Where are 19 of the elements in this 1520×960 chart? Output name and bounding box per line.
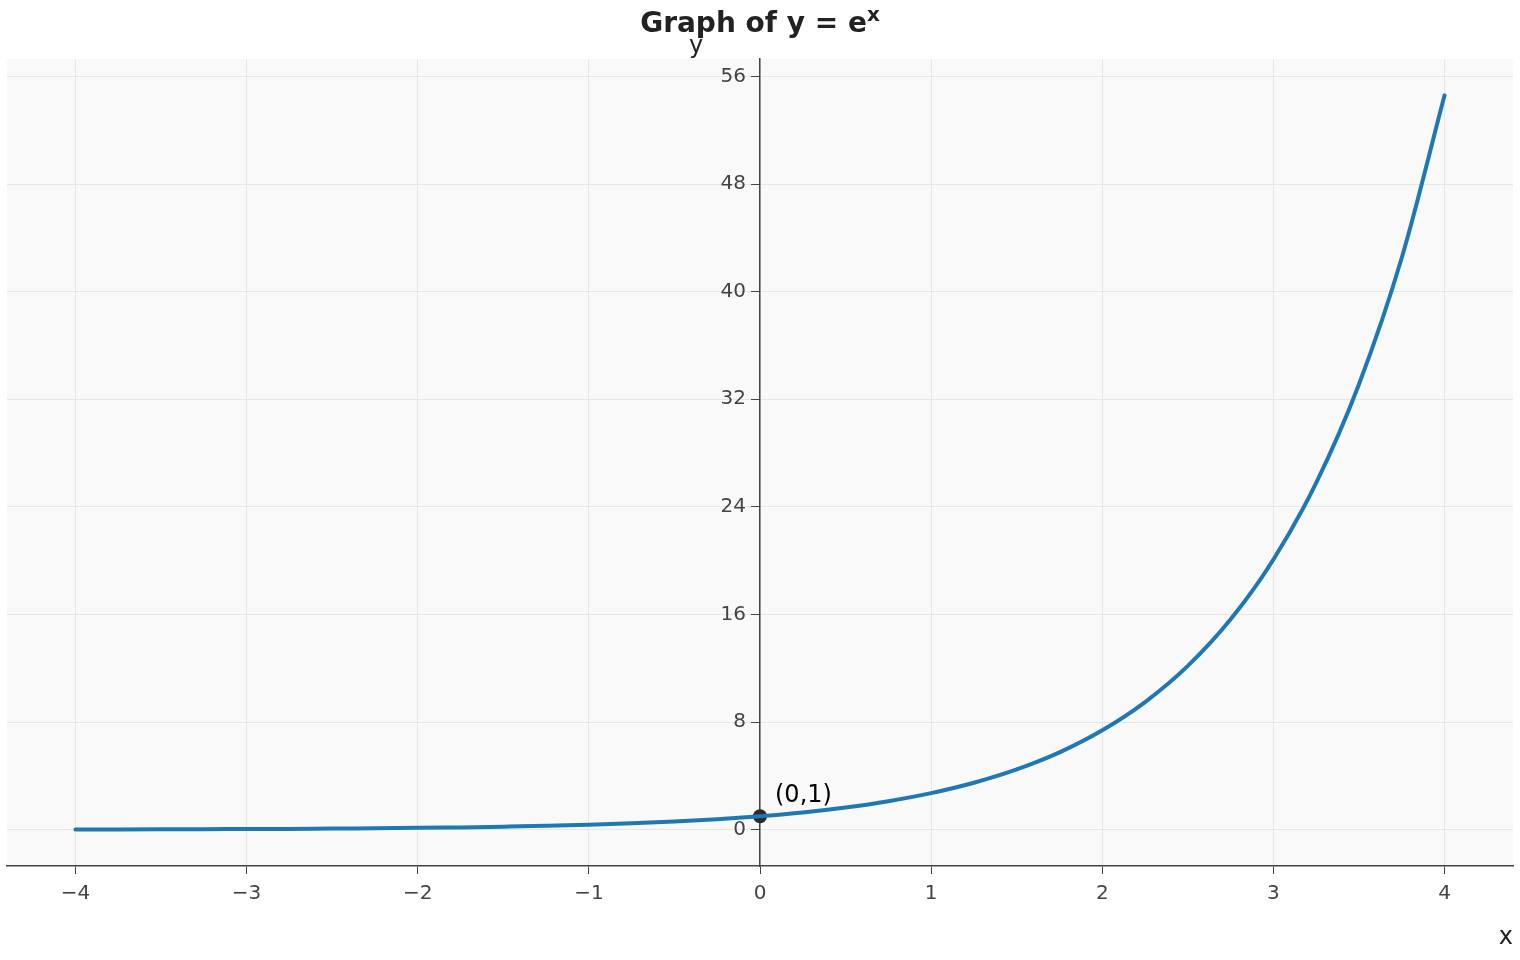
y-tick-label: 56 [720,62,746,87]
x-tick-label: 4 [1438,880,1451,905]
x-tick-label: 0 [753,880,767,905]
x-tick-label: 2 [1095,880,1109,905]
x-tick-label: 1 [924,880,938,905]
y-tick-label: 0 [733,815,746,840]
y-tick-label: 8 [733,708,746,733]
y-tick-label: 40 [720,277,746,302]
y-tick-label: 32 [720,385,746,410]
x-tick-label: −1 [574,880,604,905]
x-tick-label: −2 [402,880,433,905]
y-tick-label: 16 [720,600,746,625]
y-tick-label: 24 [720,493,746,518]
annotation: (0,1) [775,780,832,809]
x-axis-title: x [1498,922,1513,950]
x-tick-label: 3 [1267,880,1280,905]
x-tick-label: −3 [231,880,262,905]
y-tick-label: 48 [720,170,746,195]
x-tick-label: −4 [60,880,91,905]
